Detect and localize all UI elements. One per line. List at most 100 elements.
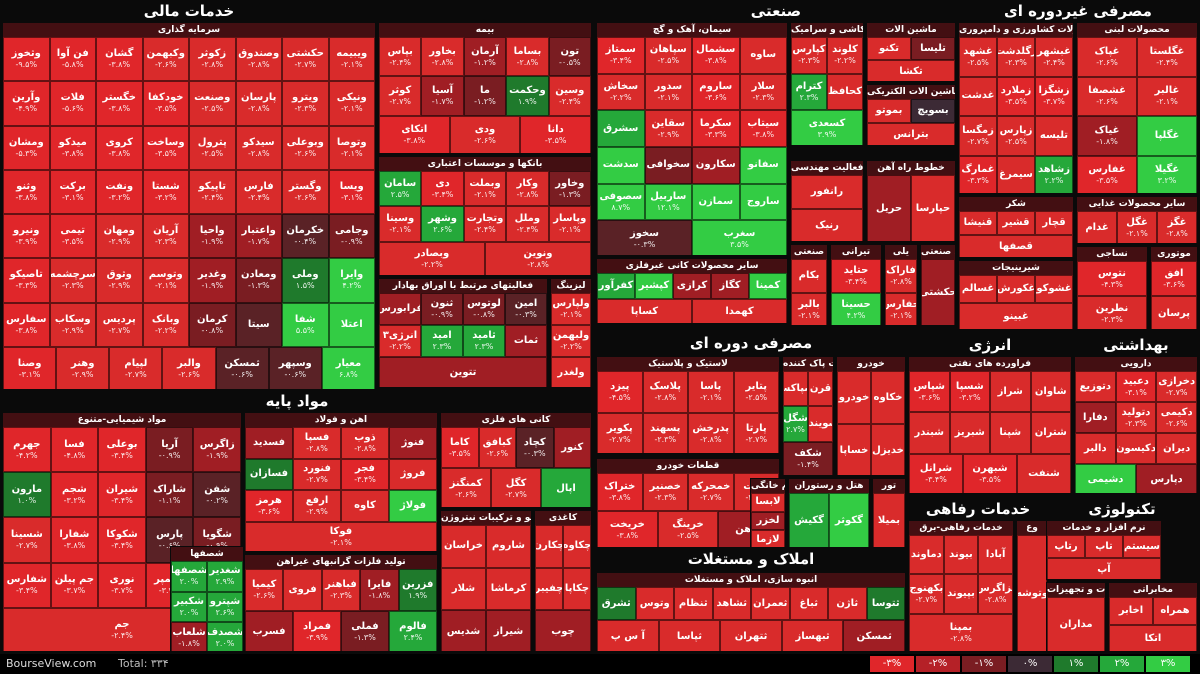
stock-tile[interactable]: وسینا -۲.۱% <box>379 206 422 242</box>
stock-tile[interactable]: غسالم <box>959 275 997 303</box>
stock-tile[interactable]: دی -۳.۴% <box>421 171 464 207</box>
stock-tile[interactable]: تکنو <box>867 37 911 60</box>
stock-tile[interactable]: فسپا -۲.۸% <box>293 427 341 459</box>
stock-tile[interactable]: زملارد -۳.۵% <box>997 76 1035 116</box>
stock-tile[interactable]: ومهان -۲.۹% <box>96 214 143 259</box>
stock-tile[interactable]: جم پیلن -۳.۷% <box>50 562 99 608</box>
stock-tile[interactable]: فنوژ <box>389 427 437 459</box>
stock-tile[interactable]: کسعدی ۳.۹% <box>791 110 863 145</box>
stock-tile[interactable]: غفارس -۳.۵% <box>1077 155 1137 193</box>
stock-tile[interactable]: فرابورس <box>379 293 421 325</box>
stock-tile[interactable]: پلاسک -۲.۸% <box>642 371 688 413</box>
stock-tile[interactable]: سخوافی <box>644 146 692 184</box>
stock-tile[interactable]: خکرمان -۰.۴% <box>282 214 329 259</box>
stock-tile[interactable]: شفارا -۳.۸% <box>50 517 99 563</box>
stock-tile[interactable]: شکوکا -۳.۴% <box>98 517 146 563</box>
stock-tile[interactable]: معیار ۶.۸% <box>321 346 375 389</box>
stock-tile[interactable]: شپترو ۲.۶% <box>207 591 243 623</box>
stock-tile[interactable]: آرمان -۱.۲% <box>463 37 507 77</box>
stock-tile[interactable]: قچار <box>1035 211 1073 235</box>
stock-tile[interactable]: کچاد -۰.۳% <box>516 427 554 468</box>
stock-tile[interactable]: شیراز <box>486 610 531 651</box>
stock-tile[interactable]: حریل <box>867 175 911 241</box>
stock-tile[interactable]: تون -۰.۵% <box>548 37 591 77</box>
stock-tile[interactable]: تاصیکو -۳.۳% <box>3 258 50 303</box>
stock-tile[interactable]: شصدف ۲.۰% <box>207 622 243 651</box>
stock-tile[interactable]: ساربیل ۱۲.۱% <box>644 183 692 221</box>
stock-tile[interactable]: سامان ۲.۵% <box>379 171 422 207</box>
stock-tile[interactable]: فن آوا -۵.۸% <box>49 37 96 82</box>
stock-tile[interactable]: شفارس -۳.۴% <box>3 562 51 608</box>
stock-tile[interactable]: وتوسم -۲.۱% <box>142 258 189 303</box>
stock-tile[interactable]: افق -۳.۶% <box>1151 261 1197 296</box>
stock-tile[interactable]: فوکا -۲.۱% <box>245 521 437 551</box>
stock-tile[interactable]: وگستر -۲.۶% <box>282 169 329 214</box>
stock-tile[interactable]: فسازان <box>245 458 293 490</box>
stock-tile[interactable]: ارفع -۲.۹% <box>293 490 341 522</box>
stock-tile[interactable]: پردیس -۲.۷% <box>96 302 143 347</box>
stock-tile[interactable]: ویترو -۲.۳% <box>282 81 329 126</box>
stock-tile[interactable]: کفرآور <box>597 273 635 299</box>
stock-tile[interactable]: سکرما -۳.۳% <box>692 110 740 147</box>
stock-tile[interactable]: خرینگ -۲.۵% <box>657 511 719 547</box>
stock-tile[interactable]: تتوین <box>379 357 547 387</box>
stock-tile[interactable]: کنور <box>553 427 591 468</box>
stock-tile[interactable]: سمتاز -۳.۴% <box>597 37 645 74</box>
stock-tile[interactable]: کمینا <box>749 273 787 299</box>
stock-tile[interactable]: لابسا <box>751 493 785 512</box>
stock-tile[interactable]: چکاوه <box>563 525 591 568</box>
stock-tile[interactable]: حتاید -۳.۴% <box>831 259 881 293</box>
stock-tile[interactable]: وثخوز -۹.۵% <box>3 37 50 82</box>
stock-tile[interactable]: ومشان -۵.۳% <box>3 125 50 170</box>
stock-tile[interactable]: کاما -۳.۵% <box>441 427 479 468</box>
stock-tile[interactable]: قشیر <box>997 211 1035 235</box>
stock-tile[interactable]: خساپا <box>837 424 871 475</box>
stock-tile[interactable]: شفا ۵.۵% <box>282 302 329 347</box>
stock-tile[interactable]: شنفت <box>1017 453 1071 493</box>
stock-tile[interactable]: شپاس -۳.۶% <box>909 371 950 413</box>
stock-tile[interactable]: پترول -۲.۵% <box>189 125 236 170</box>
stock-tile[interactable]: خراسان <box>441 525 486 568</box>
stock-tile[interactable]: زشاهد ۲.۲% <box>1035 155 1073 193</box>
stock-tile[interactable]: فجر -۳.۴% <box>341 458 389 490</box>
stock-tile[interactable]: وتوس <box>635 587 674 620</box>
stock-tile[interactable]: چکاپا <box>563 567 591 611</box>
stock-tile[interactable]: وشهر ۲.۶% <box>421 206 464 242</box>
stock-tile[interactable]: شسپا -۳.۲% <box>949 371 990 413</box>
stock-tile[interactable]: چفیبر <box>535 567 563 611</box>
stock-tile[interactable]: اتکا <box>1109 625 1197 651</box>
stock-tile[interactable]: دتولید -۲.۳% <box>1115 402 1157 433</box>
stock-tile[interactable]: شاراک -۱.۱% <box>145 472 194 518</box>
stock-tile[interactable]: امین -۰.۳% <box>505 293 547 325</box>
stock-tile[interactable]: سیدکو -۲.۸% <box>235 125 282 170</box>
stock-tile[interactable]: واعتبار -۱.۷% <box>235 214 282 259</box>
stock-tile[interactable]: نتوس -۴.۳% <box>1077 261 1147 296</box>
stock-tile[interactable]: فسا -۴.۸% <box>50 427 99 473</box>
stock-tile[interactable]: خکاوه <box>871 371 905 424</box>
stock-tile[interactable]: حکشتی -۲.۷% <box>282 37 329 82</box>
stock-tile[interactable]: ویسا -۳.۱% <box>328 169 375 214</box>
stock-tile[interactable]: فایرا -۱.۸% <box>360 569 399 611</box>
stock-tile[interactable]: واحیا -۱.۹% <box>189 214 236 259</box>
stock-tile[interactable]: کبافق -۲.۶% <box>478 427 516 468</box>
stock-tile[interactable]: شلار <box>441 567 486 611</box>
stock-tile[interactable]: شاوان <box>1030 371 1071 413</box>
stock-tile[interactable]: غبشهر -۲.۴% <box>1035 37 1073 77</box>
stock-tile[interactable]: وجامی -۰.۹% <box>328 214 375 259</box>
stock-tile[interactable]: آسیا -۱.۷% <box>421 76 464 116</box>
stock-tile[interactable]: بساما -۲.۸% <box>506 37 549 77</box>
stock-tile[interactable]: وتجارت -۲.۴% <box>463 206 507 242</box>
stock-tile[interactable]: اخابر <box>1109 597 1153 625</box>
stock-tile[interactable]: پتایر -۲.۵% <box>733 371 779 413</box>
stock-tile[interactable]: ونیرو -۳.۹% <box>3 214 50 259</box>
stock-tile[interactable]: وغدیر -۱.۹% <box>189 258 236 303</box>
stock-tile[interactable]: وبصادر -۲.۲% <box>379 241 485 275</box>
stock-tile[interactable]: سصوفی ۸.۷% <box>597 183 645 221</box>
stock-tile[interactable]: غشصفا -۲.۶% <box>1077 76 1137 116</box>
stock-tile[interactable]: خودکفا -۳.۵% <box>142 81 189 126</box>
stock-tile[interactable]: وثوق -۲.۹% <box>96 258 143 303</box>
stock-tile[interactable]: زشگزا -۳.۷% <box>1035 76 1073 116</box>
stock-tile[interactable]: مارون ۱.۰% <box>3 472 51 518</box>
stock-tile[interactable]: بالبر -۲.۱% <box>791 293 827 325</box>
stock-tile[interactable]: کلوند -۲.۲% <box>827 37 863 74</box>
